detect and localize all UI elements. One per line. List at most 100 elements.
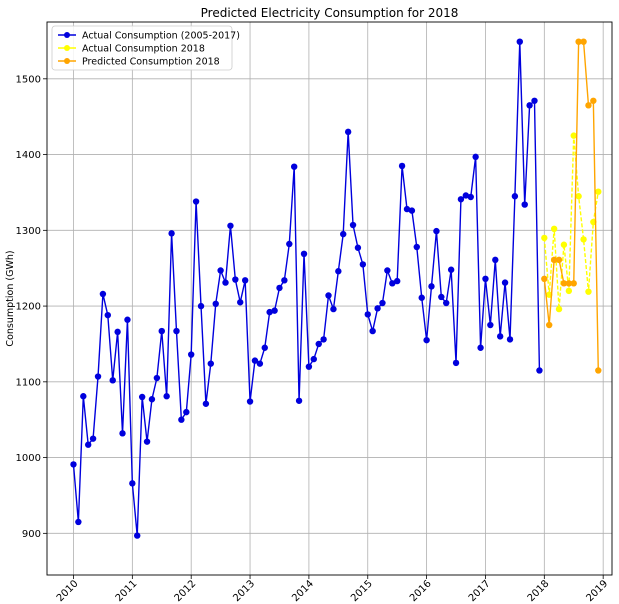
data-point — [482, 275, 489, 283]
data-point — [428, 283, 435, 290]
data-point — [197, 302, 205, 310]
data-point — [237, 299, 244, 306]
data-series — [70, 38, 602, 539]
data-point — [153, 374, 161, 382]
data-point — [207, 360, 214, 367]
data-point — [271, 307, 278, 314]
series-1 — [70, 38, 543, 539]
data-point — [310, 355, 317, 363]
data-point — [349, 221, 357, 229]
data-point — [546, 321, 553, 329]
data-point — [433, 227, 440, 235]
data-point — [143, 438, 151, 445]
data-point — [575, 38, 582, 45]
data-point — [99, 290, 107, 298]
data-point — [148, 396, 156, 403]
data-point — [84, 441, 92, 448]
data-point — [134, 532, 141, 539]
data-point — [212, 300, 219, 308]
chart-title: Predicted Electricity Consumption for 20… — [201, 6, 459, 20]
data-point — [418, 294, 425, 301]
data-point — [580, 236, 587, 243]
legend-swatch-marker — [64, 45, 70, 51]
data-point — [246, 398, 254, 405]
data-point — [521, 201, 528, 208]
data-point — [80, 393, 87, 400]
y-tick-label: 1200 — [16, 302, 41, 313]
data-point — [241, 277, 249, 284]
data-point — [531, 97, 538, 104]
data-point — [560, 280, 568, 287]
data-point — [393, 277, 401, 285]
grid-lines — [47, 22, 612, 575]
data-point — [403, 205, 411, 213]
data-point — [550, 225, 558, 233]
data-point — [443, 299, 450, 307]
data-point — [192, 198, 200, 205]
data-point — [281, 277, 288, 284]
data-point — [374, 305, 381, 312]
data-point — [452, 359, 460, 367]
data-point — [354, 244, 362, 251]
data-point — [251, 357, 259, 364]
data-point — [227, 222, 234, 229]
data-point — [94, 373, 102, 380]
data-point — [492, 256, 499, 264]
data-point — [305, 363, 313, 370]
y-tick-label: 1400 — [16, 150, 41, 161]
data-point — [315, 340, 322, 348]
data-point — [384, 267, 391, 274]
data-point — [575, 193, 582, 200]
series-3 — [541, 38, 602, 374]
data-point — [570, 132, 577, 139]
data-point — [457, 196, 465, 203]
data-point — [462, 192, 470, 199]
data-point — [290, 163, 298, 170]
data-point — [413, 243, 420, 251]
data-point — [202, 400, 210, 407]
data-point — [70, 461, 77, 468]
y-tick-label: 900 — [22, 529, 41, 540]
data-point — [487, 321, 494, 329]
data-point — [168, 230, 175, 237]
data-point — [158, 327, 165, 335]
data-point — [187, 351, 195, 358]
y-tick-label: 1300 — [16, 226, 41, 237]
legend: Actual Consumption (2005-2017) Actual Con… — [51, 25, 240, 71]
data-point — [565, 280, 573, 287]
data-point — [585, 102, 592, 109]
data-point — [555, 305, 563, 313]
data-point — [477, 344, 484, 351]
y-tick-label: 1100 — [16, 377, 41, 388]
data-point — [536, 367, 543, 374]
data-point — [119, 430, 126, 437]
data-point — [109, 377, 116, 384]
legend-label: Actual Consumption 2018 — [82, 43, 205, 54]
data-point — [330, 305, 337, 313]
y-tick-label: 1500 — [16, 74, 41, 85]
data-point — [379, 299, 386, 307]
series-line — [543, 134, 599, 310]
legend-label: Actual Consumption (2005-2017) — [82, 30, 240, 41]
data-point — [163, 393, 170, 400]
data-point — [550, 256, 558, 264]
data-point — [286, 240, 293, 248]
legend-label: Predicted Consumption 2018 — [82, 56, 220, 67]
data-point — [526, 102, 533, 109]
data-point — [89, 435, 97, 442]
data-point — [335, 268, 342, 275]
data-point — [511, 193, 519, 200]
data-point — [124, 316, 131, 323]
data-point — [541, 234, 548, 242]
data-point — [232, 276, 239, 283]
data-point — [178, 416, 185, 423]
data-point — [516, 38, 523, 45]
data-point — [276, 284, 283, 292]
legend-swatch-marker — [64, 58, 70, 64]
plot-frame — [46, 21, 613, 576]
data-point — [472, 153, 479, 161]
data-point — [222, 279, 229, 286]
data-point — [580, 38, 587, 45]
y-axis-label: Consumption (GWh) — [5, 250, 16, 346]
